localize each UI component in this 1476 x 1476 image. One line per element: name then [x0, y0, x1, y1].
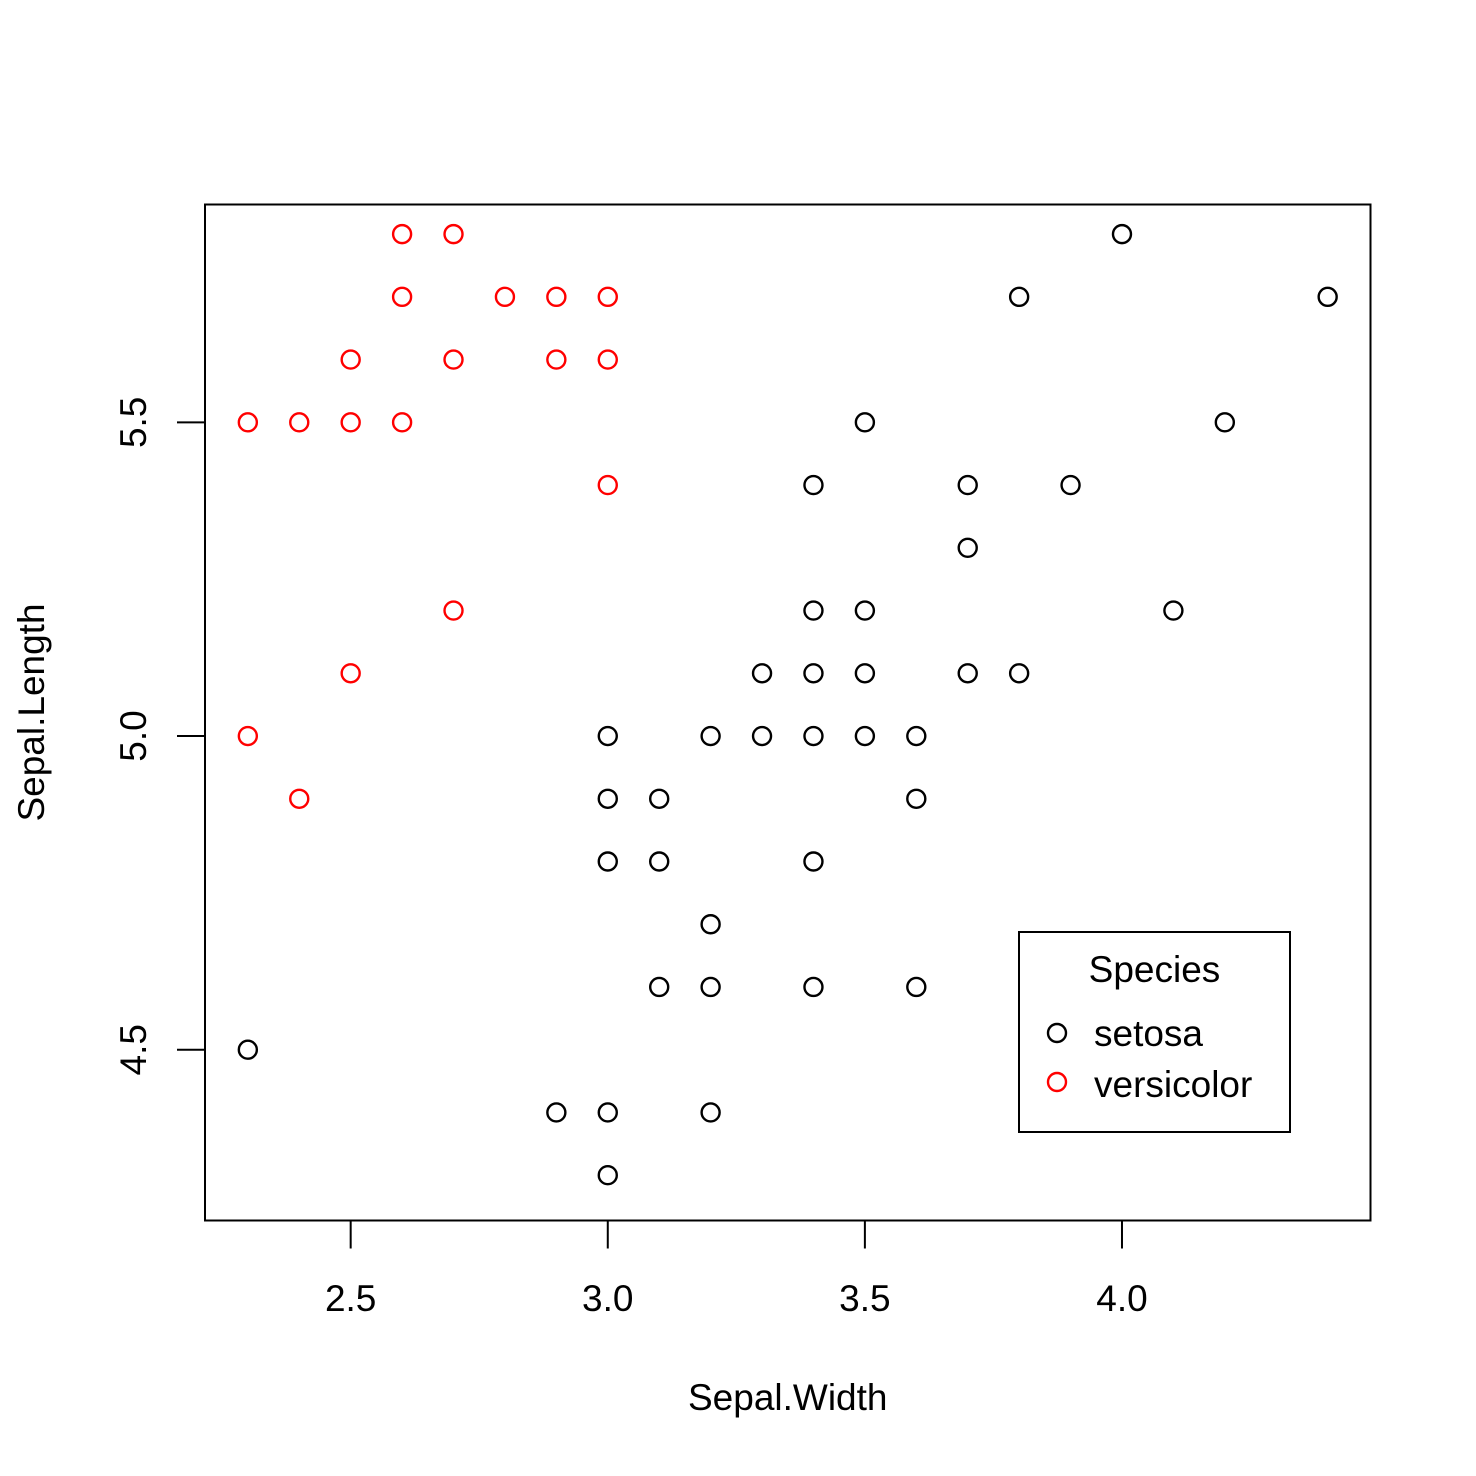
y-tick-label: 5.5 [113, 397, 154, 448]
data-point-versicolor [443, 349, 464, 370]
data-point-versicolor [289, 788, 310, 809]
data-point-setosa [854, 412, 876, 433]
data-point-setosa [957, 537, 978, 559]
data-point-setosa [597, 851, 618, 872]
data-point-setosa [803, 600, 824, 621]
data-point-setosa [1008, 286, 1030, 308]
y-tick-label: 4.5 [113, 1024, 154, 1075]
data-point-setosa [546, 1102, 567, 1123]
legend-label-versicolor: versicolor [1094, 1064, 1252, 1105]
data-point-setosa [1163, 600, 1184, 621]
data-point-setosa [1214, 412, 1236, 433]
data-point-setosa [700, 725, 721, 747]
data-point-setosa [597, 725, 618, 747]
data-point-versicolor [494, 286, 516, 308]
data-point-setosa [1317, 286, 1338, 308]
data-point-versicolor [443, 600, 464, 621]
data-point-versicolor [546, 349, 567, 370]
data-point-setosa [803, 663, 824, 684]
legend-box [1018, 931, 1291, 1133]
x-tick-label: 4.0 [1096, 1278, 1147, 1319]
data-point-versicolor [597, 286, 618, 308]
data-point-versicolor [391, 223, 413, 245]
data-point-setosa [854, 663, 876, 684]
y-tick-label: 5.0 [113, 710, 154, 761]
data-point-versicolor [340, 663, 361, 684]
data-point-versicolor [391, 412, 413, 433]
legend-marker-setosa [1046, 1022, 1068, 1044]
legend: Species setosa versicolor [1018, 931, 1291, 1133]
x-axis: 2.5 3.0 3.5 4.0 [325, 1219, 1148, 1319]
legend-entry-versicolor: versicolor [1046, 1064, 1252, 1105]
data-point-versicolor [597, 474, 618, 496]
data-point-versicolor [340, 349, 361, 370]
data-point-setosa [906, 976, 927, 998]
data-point-versicolor [289, 412, 310, 433]
x-axis-label: Sepal.Width [688, 1377, 888, 1418]
data-point-setosa [648, 976, 670, 998]
data-point-versicolor [443, 223, 464, 245]
data-point-versicolor [237, 725, 259, 747]
legend-marker-versicolor [1046, 1071, 1068, 1093]
data-point-setosa [906, 788, 927, 809]
data-point-setosa [700, 1102, 721, 1123]
data-point-setosa [1111, 223, 1133, 245]
data-point-setosa [803, 851, 824, 872]
data-point-setosa [803, 725, 824, 747]
y-axis-label: Sepal.Length [11, 603, 52, 821]
data-point-setosa [597, 788, 618, 809]
legend-label-setosa: setosa [1094, 1013, 1203, 1054]
data-point-versicolor [546, 286, 567, 308]
x-tick-label: 3.0 [582, 1278, 633, 1319]
x-tick-label: 3.5 [839, 1278, 890, 1319]
data-point-setosa [1008, 663, 1030, 684]
data-point-setosa [803, 976, 824, 998]
data-point-versicolor [597, 349, 618, 370]
x-tick-label: 2.5 [325, 1278, 376, 1319]
legend-title: Species [1089, 949, 1221, 990]
data-points [237, 223, 1338, 1186]
data-point-versicolor [340, 412, 361, 433]
data-point-setosa [803, 474, 824, 496]
data-point-setosa [700, 914, 721, 935]
data-point-setosa [237, 1039, 259, 1060]
data-point-setosa [597, 1165, 618, 1186]
data-point-versicolor [237, 412, 259, 433]
data-point-setosa [648, 851, 670, 872]
legend-entry-setosa: setosa [1046, 1013, 1203, 1054]
data-point-setosa [957, 474, 978, 496]
data-point-setosa [957, 663, 978, 684]
data-point-setosa [1060, 474, 1081, 496]
data-point-setosa [751, 663, 773, 684]
data-point-setosa [854, 600, 876, 621]
data-point-versicolor [391, 286, 413, 308]
plot-frame [204, 203, 1372, 1222]
data-point-setosa [751, 725, 773, 747]
data-point-setosa [648, 788, 670, 809]
data-point-setosa [700, 976, 721, 998]
data-point-setosa [906, 725, 927, 747]
data-point-setosa [854, 725, 876, 747]
data-point-setosa [597, 1102, 618, 1123]
series-setosa [237, 223, 1338, 1186]
series-versicolor [237, 223, 618, 809]
